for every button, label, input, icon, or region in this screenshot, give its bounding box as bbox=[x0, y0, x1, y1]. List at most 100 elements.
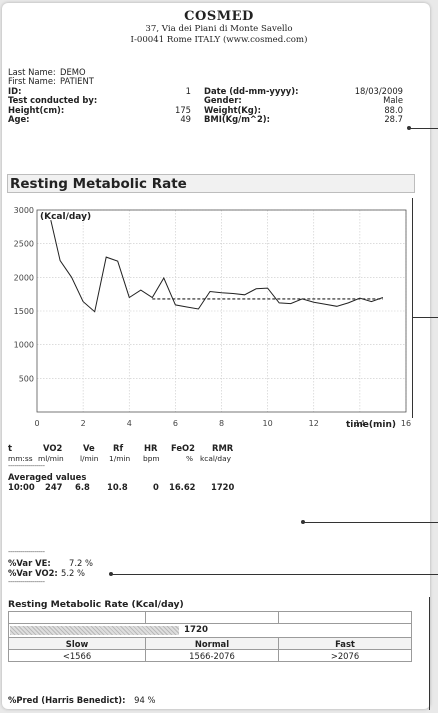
avg-feo2: 16.62 bbox=[169, 482, 196, 492]
variance-dashes-bottom: ------------------ bbox=[8, 578, 45, 586]
unit-vo2: ml/min bbox=[38, 454, 64, 463]
unit-rf: 1/min bbox=[109, 454, 131, 463]
date-label: Date (dd-mm-yyyy): bbox=[204, 85, 299, 96]
gender-label: Gender: bbox=[204, 95, 242, 106]
chart-grid bbox=[37, 209, 407, 412]
var-ve-label: %Var VE: bbox=[8, 558, 51, 568]
y-tick-label: 2000 bbox=[14, 273, 34, 282]
age-label: Age: bbox=[8, 113, 30, 124]
avg-rmr: 1720 bbox=[211, 482, 235, 492]
chart-plot-area bbox=[36, 209, 407, 413]
table-units-row: mm:ss ml/min l/min 1/min bpm % kcal/day bbox=[8, 454, 308, 464]
pred-row: %Pred (Harris Benedict): 94 % bbox=[8, 695, 155, 705]
chart-series bbox=[50, 219, 384, 313]
col-header-t: t bbox=[8, 443, 13, 453]
company-address-line2: I-00041 Rome ITALY (www.cosmed.com) bbox=[130, 35, 308, 45]
col-header-feo2: FeO2 bbox=[171, 443, 196, 453]
var-vo2-label: %Var VO2: bbox=[8, 568, 58, 578]
callout-leader-chart bbox=[412, 317, 438, 318]
averaged-label: Averaged values bbox=[8, 472, 87, 482]
col-header-vo2: VO2 bbox=[43, 443, 63, 453]
y-tick-label: 2500 bbox=[14, 240, 34, 249]
callout-bracket-rmr bbox=[429, 597, 430, 710]
chart-x-ticks: 0 2 4 6 8 10 12 14 16 bbox=[34, 419, 411, 428]
date-value: 18/03/2009 bbox=[354, 85, 403, 96]
col-header-rf: Rf bbox=[113, 443, 124, 453]
unit-ve: l/min bbox=[80, 454, 99, 463]
callout-leader-averaged bbox=[303, 522, 438, 523]
rmr-bar bbox=[10, 626, 179, 635]
x-tick-label: 6 bbox=[173, 419, 178, 428]
patient-info: Last Name: DEMO First Name: PATIENT ID: … bbox=[8, 67, 403, 124]
x-tick-label: 12 bbox=[309, 419, 319, 428]
gender-value: Male bbox=[383, 95, 403, 106]
unit-feo2: % bbox=[186, 454, 194, 463]
variance-dashes-top: ------------------ bbox=[8, 548, 45, 556]
section-title: Resting Metabolic Rate bbox=[7, 174, 415, 193]
measurement-table: t VO2 Ve Rf HR FeO2 RMR mm:ss ml/min l/m… bbox=[8, 443, 308, 492]
y-tick-label: 500 bbox=[19, 374, 34, 383]
unit-t: mm:ss bbox=[8, 454, 33, 463]
report-header: COSMED 37, Via dei Piani di Monte Savell… bbox=[0, 9, 438, 46]
bmi-value: 28.7 bbox=[384, 113, 403, 124]
y-tick-label: 1000 bbox=[14, 341, 34, 350]
height-value: 175 bbox=[175, 104, 191, 115]
weight-value: 88.0 bbox=[384, 104, 403, 115]
table-dashes: ------------------ bbox=[8, 462, 45, 470]
range-slow: <1566 bbox=[7, 649, 147, 662]
avg-hr: 0 bbox=[153, 482, 159, 492]
avg-vo2: 247 bbox=[45, 482, 63, 492]
rmr-empty-row bbox=[7, 611, 412, 624]
col-header-rmr: RMR bbox=[212, 443, 234, 453]
pred-label: %Pred (Harris Benedict): bbox=[8, 695, 126, 705]
chart-x-label: time(min) bbox=[346, 420, 396, 430]
avg-t: 10:00 bbox=[8, 482, 35, 492]
x-tick-label: 14 bbox=[355, 419, 365, 428]
category-fast: Fast bbox=[278, 637, 412, 650]
range-normal: 1566-2076 bbox=[145, 649, 279, 662]
x-tick-label: 8 bbox=[219, 419, 224, 428]
callout-leader-variance bbox=[111, 574, 438, 575]
x-tick-label: 0 bbox=[34, 419, 39, 428]
x-tick-label: 2 bbox=[81, 419, 86, 428]
rmr-bar-row: 1720 bbox=[8, 623, 412, 638]
id-label: ID: bbox=[8, 85, 22, 96]
first-name-value: PATIENT bbox=[60, 76, 94, 87]
range-fast: >2076 bbox=[278, 649, 412, 662]
avg-rf: 10.8 bbox=[107, 482, 128, 492]
last-name-label: Last Name: bbox=[8, 67, 56, 77]
avg-ve: 6.8 bbox=[75, 482, 90, 492]
chart-y-ticks: 500 1000 1500 2000 2500 3000 bbox=[14, 206, 34, 383]
var-ve-value: 7.2 % bbox=[69, 558, 93, 568]
rmr-bar-value: 1720 bbox=[184, 625, 208, 635]
callout-leader-patient bbox=[409, 128, 438, 129]
y-tick-label: 1500 bbox=[14, 307, 34, 316]
rmr-classification-table: 1720 Slow Normal Fast <1566 1566-2076 >2… bbox=[7, 611, 412, 662]
category-normal: Normal bbox=[145, 637, 279, 650]
rmr-box-title: Resting Metabolic Rate (Kcal/day) bbox=[8, 599, 184, 610]
id-value: 1 bbox=[185, 85, 191, 96]
report-page bbox=[2, 3, 430, 709]
rmr-chart: 500 1000 1500 2000 2500 3000 0 2 4 6 8 10 12 14 16 (K… bbox=[14, 206, 411, 430]
chart-y-label: (Kcal/day) bbox=[40, 212, 91, 222]
company-name: COSMED bbox=[184, 9, 254, 24]
averaged-values-row: 10:00 247 6.8 10.8 0 16.62 1720 bbox=[8, 482, 308, 492]
col-header-ve: Ve bbox=[83, 443, 95, 453]
first-name-label: First Name: bbox=[8, 76, 56, 87]
weight-label: Weight(Kg): bbox=[204, 104, 261, 115]
rmr-category-row: Slow Normal Fast bbox=[7, 637, 412, 650]
company-address-line1: 37, Via dei Piani di Monte Savello bbox=[145, 24, 293, 34]
age-value: 49 bbox=[180, 113, 191, 124]
pred-value: 94 % bbox=[134, 695, 156, 705]
var-vo2-value: 5.2 % bbox=[61, 568, 85, 578]
callout-bracket-chart bbox=[412, 198, 413, 418]
test-conducted-label: Test conducted by: bbox=[8, 95, 98, 106]
y-tick-label: 3000 bbox=[14, 206, 34, 215]
bmi-label: BMI(Kg/m^2): bbox=[204, 113, 270, 124]
category-slow: Slow bbox=[7, 637, 147, 650]
var-ve-row: %Var VE: 7.2 % bbox=[8, 558, 93, 568]
table-header-row: t VO2 Ve Rf HR FeO2 RMR bbox=[8, 443, 308, 454]
col-header-hr: HR bbox=[144, 443, 158, 453]
x-tick-label: 10 bbox=[263, 419, 273, 428]
averaged-label-row: Averaged values bbox=[8, 472, 308, 482]
